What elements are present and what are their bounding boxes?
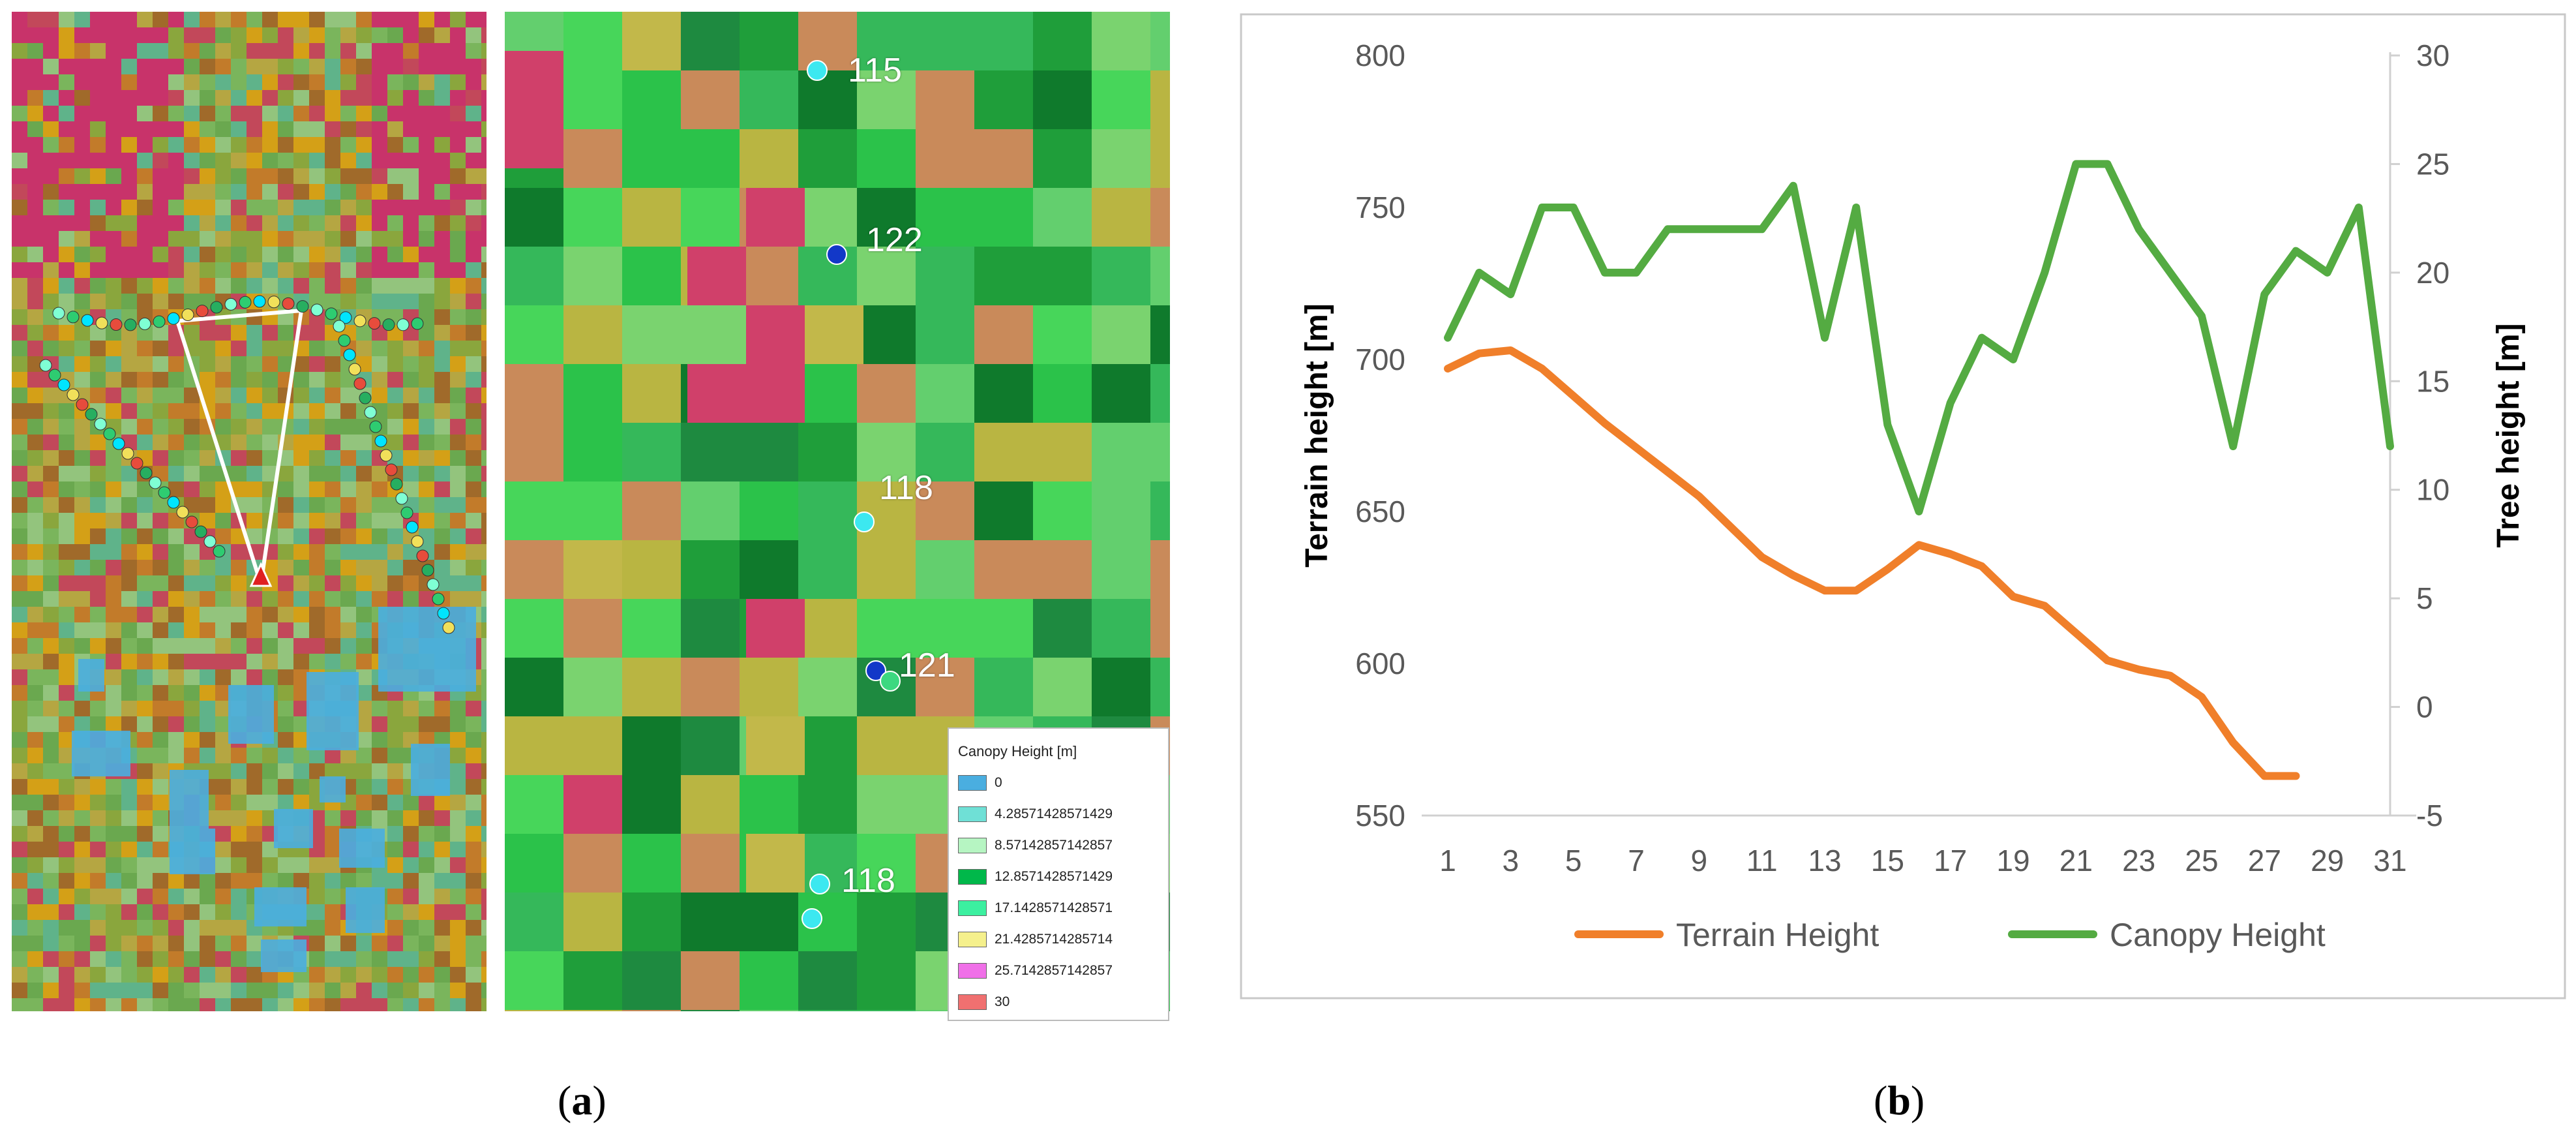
legend-swatch — [958, 963, 987, 979]
legend-label: 12.8571428571429 — [995, 869, 1113, 884]
canopy-height-map-overview — [12, 12, 487, 1011]
point-label-121: 121 — [899, 647, 955, 684]
y-right-axis-title: Tree height [m] — [2491, 323, 2526, 547]
legend-label: 21.4285714285714 — [995, 932, 1113, 947]
legend-label: 30 — [995, 994, 1010, 1009]
panel-label-a: (a) — [558, 1077, 607, 1123]
x-tick-label: 21 — [2059, 844, 2093, 878]
legend-label: 17.1428571428571 — [995, 900, 1113, 915]
y-right-tick-label: -5 — [2416, 799, 2443, 832]
y-left-tick-label: 550 — [1355, 799, 1405, 832]
legend-swatch — [958, 806, 987, 822]
legend-swatch — [958, 994, 987, 1010]
legend-item: 30 — [958, 994, 1010, 1011]
y-left-tick-label: 650 — [1355, 495, 1405, 528]
y-left-tick-label: 600 — [1355, 647, 1405, 680]
x-tick-label: 31 — [2373, 844, 2406, 878]
chart-series — [1444, 160, 2394, 780]
legend-item: 0 — [958, 774, 1002, 791]
series-line-terrain-height — [1444, 346, 2300, 780]
x-tick-label: 27 — [2248, 844, 2281, 878]
x-tick-label: 5 — [1565, 844, 1582, 878]
y-right-tick-label: 20 — [2416, 256, 2449, 290]
legend-label: 4.28571428571429 — [995, 806, 1113, 821]
panel-label-b: (b) — [1874, 1077, 1925, 1123]
legend-title: Canopy Height [m] — [958, 743, 1077, 759]
series-line-canopy-height — [1444, 160, 2394, 515]
y-right-tick-label: 25 — [2416, 147, 2449, 181]
x-tick-label: 15 — [1871, 844, 1904, 878]
sample-point — [826, 244, 847, 265]
x-tick-label: 7 — [1628, 844, 1645, 878]
legend-item: 8.57142857142857 — [958, 837, 1113, 854]
chart-frame — [1240, 13, 2566, 1000]
x-tick-label: 23 — [2122, 844, 2155, 878]
point-label-122: 122 — [866, 221, 923, 259]
y-right-tick-label: 30 — [2416, 38, 2449, 72]
legend-label: 0 — [995, 775, 1002, 790]
x-tick-label: 11 — [1746, 844, 1778, 878]
y-left-tick-label: 750 — [1355, 191, 1405, 224]
legend-swatch — [958, 932, 987, 947]
sample-point — [865, 660, 886, 681]
legend-label-terrain-height: Terrain Height — [1676, 917, 1879, 953]
view-triangle — [175, 308, 304, 585]
legend-swatch — [958, 775, 987, 791]
x-tick-label: 13 — [1808, 844, 1841, 878]
x-tick-label: 17 — [1934, 844, 1967, 878]
legend-swatch — [958, 838, 987, 853]
x-tick-label: 9 — [1691, 844, 1708, 878]
y-right-tick-label: 5 — [2416, 581, 2433, 615]
legend-label: 8.57142857142857 — [995, 838, 1113, 853]
x-tick-label: 1 — [1439, 844, 1456, 878]
y-left-axis-title: Terrain height [m] — [1300, 303, 1334, 567]
map-overlay — [39, 60, 901, 929]
sample-point — [809, 874, 830, 894]
x-tick-label: 19 — [1996, 844, 2029, 878]
y-right-tick-label: 10 — [2416, 473, 2449, 507]
legend-label: 25.7142857142857 — [995, 963, 1113, 978]
legend-swatch — [958, 869, 987, 885]
y-right-tick-label: 15 — [2416, 364, 2449, 398]
legend-item: 21.4285714285714 — [958, 931, 1113, 948]
x-tick-label: 3 — [1503, 844, 1520, 878]
observer-marker — [249, 562, 273, 587]
sample-point — [854, 511, 875, 532]
y-left-tick-label: 700 — [1355, 343, 1405, 376]
sample-point — [801, 908, 822, 929]
sample-point — [880, 671, 901, 692]
legend-item: 4.28571428571429 — [958, 806, 1113, 823]
legend-item: 25.7142857142857 — [958, 962, 1113, 979]
point-label-118-a: 118 — [879, 469, 933, 507]
x-tick-label: 29 — [2311, 844, 2344, 878]
legend-item: 12.8571428571429 — [958, 868, 1113, 885]
canopy-height-legend: Canopy Height [m] 0 4.28571428571429 8.571… — [948, 727, 1169, 1021]
chart-legend: Terrain Height Canopy Height — [1574, 917, 2326, 953]
y-left-tick-label: 800 — [1355, 38, 1405, 72]
point-label-115: 115 — [848, 52, 902, 89]
sample-point — [807, 60, 828, 81]
point-label-118-b: 118 — [841, 862, 895, 900]
legend-label-canopy-height: Canopy Height — [2110, 917, 2326, 953]
y-right-tick-label: 0 — [2416, 690, 2433, 724]
legend-item: 17.1428571428571 — [958, 900, 1113, 917]
legend-swatch — [958, 900, 987, 916]
x-tick-label: 25 — [2185, 844, 2218, 878]
